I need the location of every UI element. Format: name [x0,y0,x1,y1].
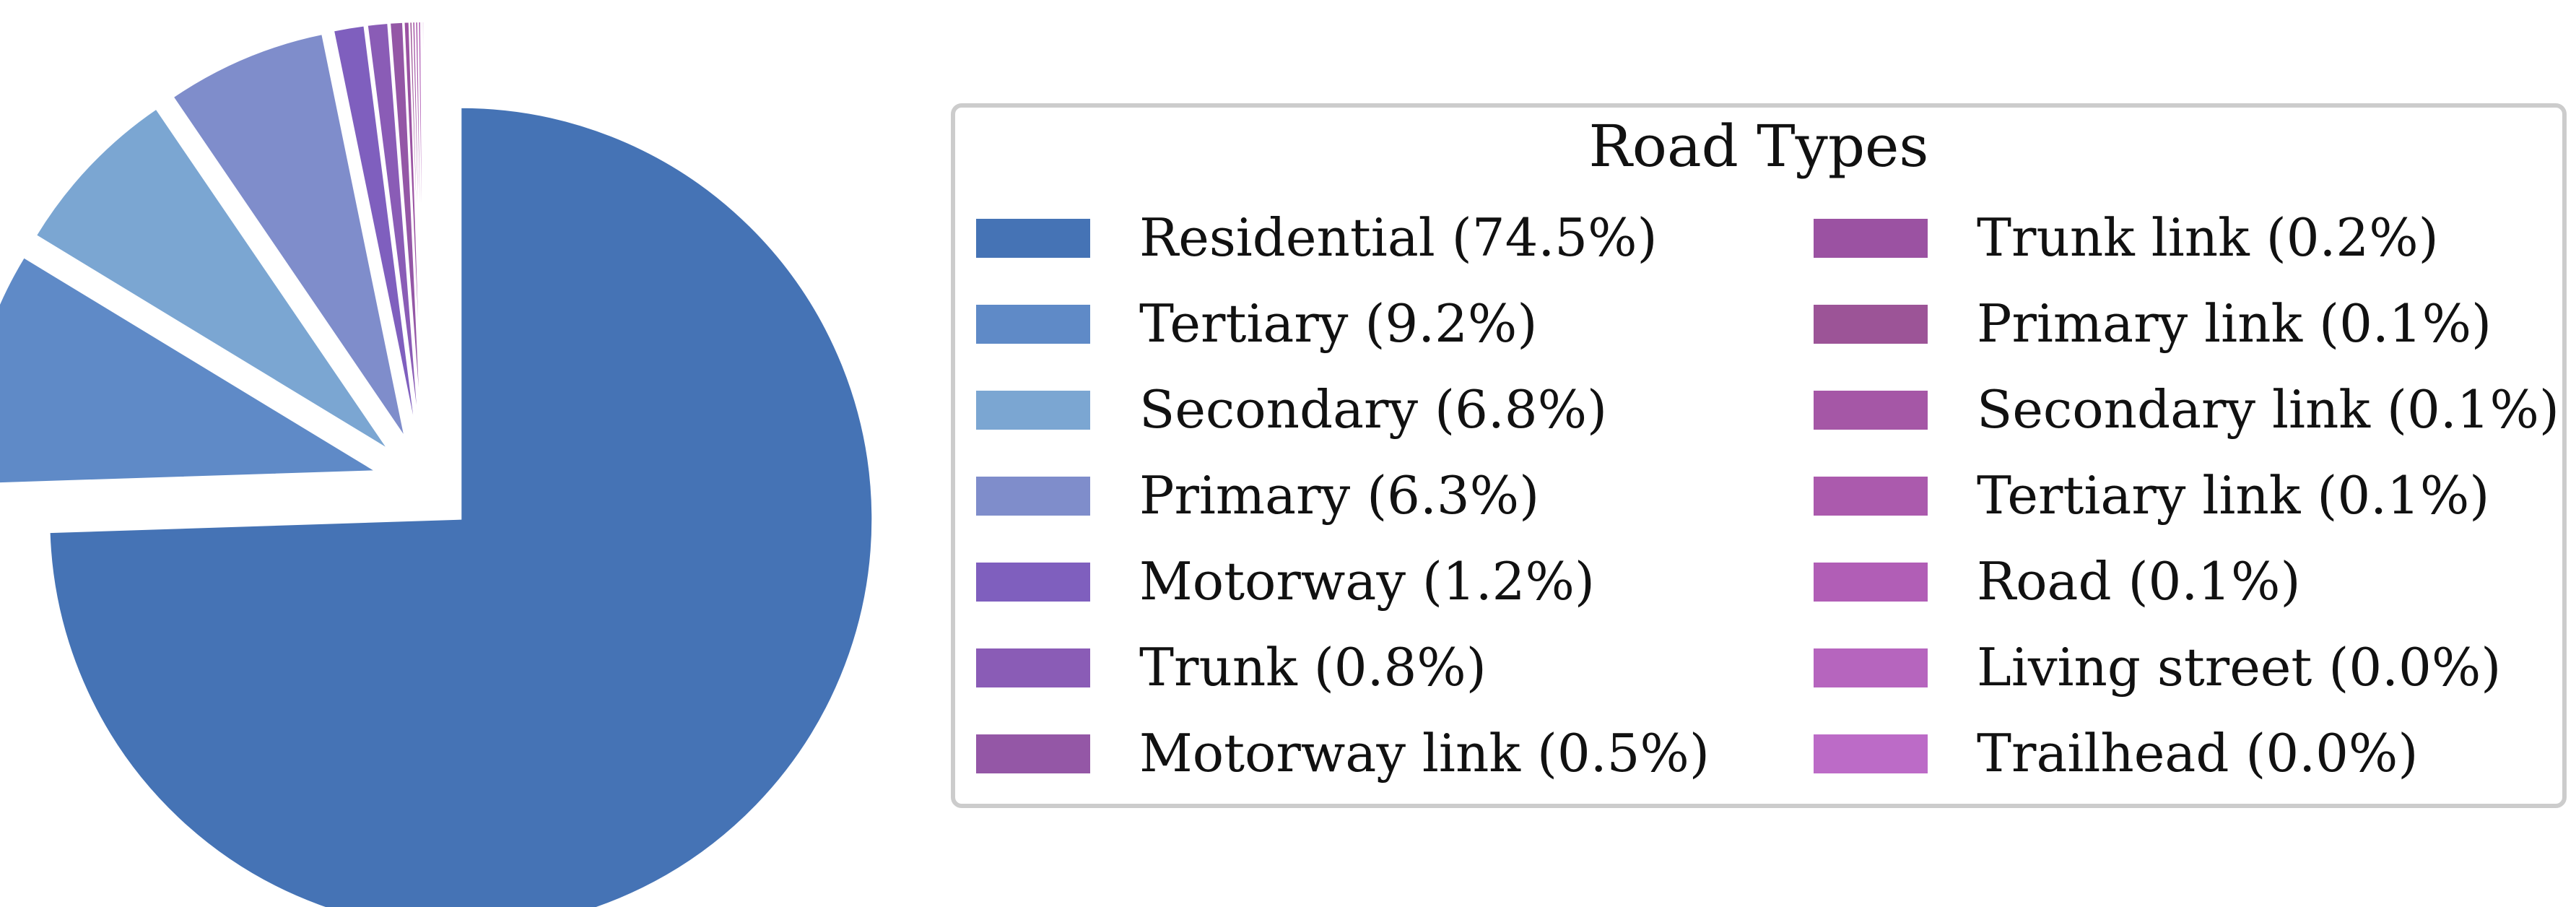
legend-swatch [976,734,1090,773]
legend-title: Road Types [1589,113,1929,180]
pie-slice-trunk [366,22,420,434]
legend-swatch [1814,305,1928,344]
legend-label: Tertiary (9.2%) [1139,293,1537,354]
pie-slice-trailhead [422,21,425,434]
legend-frame [951,103,2567,808]
legend-label: Primary (6.3%) [1139,465,1539,526]
legend-swatch [976,391,1090,430]
legend-swatch [1814,648,1928,687]
legend-swatch [1814,219,1928,258]
legend-swatch [976,219,1090,258]
legend-label: Motorway link (0.5%) [1139,723,1710,784]
pie-slice-motorway [332,25,417,435]
pie-chart [0,21,874,907]
legend-items: Residential (74.5%) Tertiary (9.2%) Second… [976,207,2559,784]
pie-slice-tertiary [0,256,378,485]
pie-slice-secondary [35,108,389,450]
legend-swatch [976,305,1090,344]
legend-label: Trunk link (0.2%) [1977,207,2439,268]
legend: Road Types Residential (74.5%) Tertiary (… [951,103,2567,808]
legend-swatch [1814,391,1928,430]
legend-swatch [1814,477,1928,516]
legend-label: Secondary link (0.1%) [1977,379,2559,440]
legend-swatch [976,563,1090,602]
legend-label: Motorway (1.2%) [1139,551,1595,612]
legend-label: Trailhead (0.0%) [1977,723,2418,784]
pie-slice-motorway-link [389,21,422,434]
legend-label: Secondary (6.8%) [1139,379,1607,440]
pie-slice-residential [48,106,874,907]
legend-label: Primary link (0.1%) [1977,293,2492,354]
legend-label: Living street (0.0%) [1977,637,2501,698]
legend-label: Residential (74.5%) [1139,207,1658,268]
legend-swatch [976,477,1090,516]
legend-label: Tertiary link (0.1%) [1977,465,2489,526]
legend-swatch [1814,563,1928,602]
legend-label: Road (0.1%) [1977,551,2301,612]
pie-slice-primary [172,32,406,438]
legend-swatch [976,648,1090,687]
legend-swatch [1814,734,1928,773]
legend-label: Trunk (0.8%) [1139,637,1487,698]
